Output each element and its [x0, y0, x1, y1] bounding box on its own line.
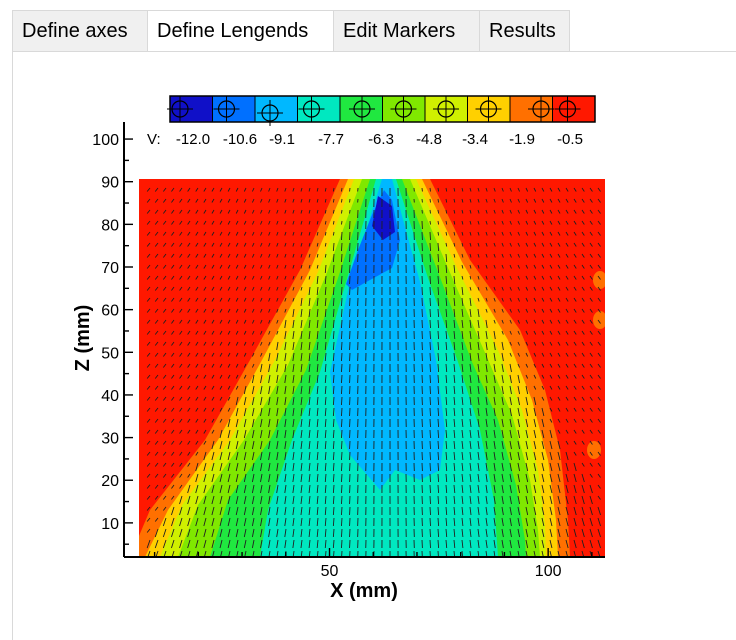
legend-marker-icon[interactable] [349, 96, 375, 122]
contour-blob [593, 311, 605, 329]
color-legend-bar[interactable] [167, 95, 596, 126]
legend-panel [12, 51, 735, 640]
legend-level-label: -12.0 [176, 131, 210, 148]
y-tick-label: 70 [101, 260, 119, 277]
tab-divider [12, 51, 736, 52]
legend-marker-icon[interactable] [213, 96, 240, 122]
legend-marker-icon[interactable] [433, 96, 459, 122]
y-tick-label: 30 [101, 431, 119, 448]
tab-define-legends[interactable]: Define Lengends [147, 10, 334, 52]
contour-blob [593, 271, 605, 289]
legend-level-label: -7.7 [318, 131, 344, 148]
legend-level-label: -0.5 [557, 131, 583, 148]
plot-axes: 10 20 30 40 50 60 70 80 90 100 50 100 [92, 122, 605, 580]
y-tick-label: 60 [101, 303, 119, 320]
vector-field [146, 187, 601, 557]
legend-level-label: -6.3 [368, 131, 394, 148]
contour-blob [587, 441, 601, 459]
legend-marker-icon[interactable] [475, 96, 502, 122]
tab-bar: Define axes Define Lengends Edit Markers… [12, 10, 736, 52]
y-tick-label: 80 [101, 217, 119, 234]
x-tick-label: 50 [321, 563, 339, 580]
y-tick-label: 90 [101, 175, 119, 192]
y-tick-label: 10 [101, 516, 119, 533]
contour-band [372, 196, 395, 240]
tab-define-axes[interactable]: Define axes [12, 10, 148, 51]
y-axis-title: Z (mm) [72, 305, 94, 372]
legend-level-label: -9.1 [269, 131, 295, 148]
contour-field [139, 179, 605, 557]
legend-level-label: -3.4 [462, 131, 488, 148]
y-tick-label: 100 [92, 132, 119, 149]
velocity-vectors [146, 187, 601, 557]
legend-marker-icon[interactable] [390, 96, 417, 122]
legend-level-label: -10.6 [223, 131, 257, 148]
legend-marker-icon[interactable] [167, 96, 193, 122]
legend-level-label: -1.9 [509, 131, 535, 148]
x-tick-label: 100 [535, 563, 562, 580]
y-tick-label: 50 [101, 345, 119, 362]
x-axis-title: X (mm) [330, 580, 398, 602]
legend-level-label: -4.8 [416, 131, 442, 148]
legend-marker-icon[interactable] [528, 96, 554, 122]
y-tick-label: 20 [101, 473, 119, 490]
legend-marker-icon[interactable] [298, 96, 325, 122]
tab-edit-markers[interactable]: Edit Markers [333, 10, 480, 51]
legend-marker-icon[interactable] [554, 96, 581, 122]
tab-results[interactable]: Results [479, 10, 570, 51]
legend-marker-icon[interactable] [257, 100, 283, 126]
legend-variable-label: V: [147, 131, 161, 148]
y-tick-label: 40 [101, 388, 119, 405]
